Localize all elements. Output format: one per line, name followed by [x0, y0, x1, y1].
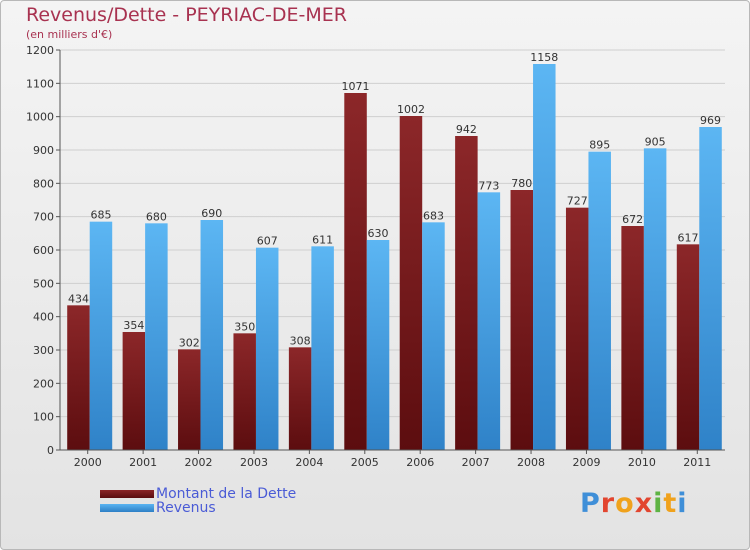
logo-letter: o: [615, 488, 635, 519]
data-label-revenue: 611: [312, 233, 333, 246]
x-tick-label: 2009: [572, 456, 600, 469]
legend-swatch-debt: [100, 490, 154, 498]
data-label-debt: 727: [567, 195, 588, 208]
bar-debt: [67, 305, 90, 450]
legend-item-revenue: Revenus: [100, 500, 216, 516]
data-label-revenue: 680: [146, 210, 167, 223]
chart-title: Revenus/Dette - PEYRIAC-DE-MER: [26, 4, 347, 26]
bar-debt: [455, 136, 478, 450]
logo-letter: i: [653, 488, 664, 519]
data-label-revenue: 969: [700, 114, 721, 127]
data-label-revenue: 685: [90, 209, 111, 222]
bar-revenue: [255, 247, 279, 450]
y-tick-label: 1200: [26, 44, 54, 57]
data-label-debt: 1071: [342, 80, 370, 93]
proxiti-logo: Proxiti: [580, 488, 688, 519]
bar-debt: [288, 347, 312, 450]
y-tick-label: 200: [33, 377, 54, 390]
legend-swatch-revenue: [100, 504, 154, 512]
data-label-revenue: 683: [423, 209, 444, 222]
x-tick-label: 2005: [351, 456, 379, 469]
data-label-revenue: 1158: [530, 51, 558, 64]
x-tick-label: 2007: [462, 456, 490, 469]
bar-revenue: [89, 221, 113, 450]
bar-debt: [233, 333, 256, 450]
logo-letter: P: [580, 488, 601, 519]
data-label-debt: 780: [511, 177, 532, 190]
x-tick-label: 2003: [240, 456, 268, 469]
data-label-debt: 350: [234, 320, 255, 333]
bar-revenue: [699, 127, 722, 450]
y-tick-label: 0: [47, 444, 54, 457]
x-tick-label: 2011: [683, 456, 711, 469]
x-tick-label: 2010: [628, 456, 656, 469]
data-label-debt: 1002: [397, 103, 425, 116]
legend-item-debt: Montant de la Dette: [100, 486, 296, 502]
logo-letter: r: [600, 488, 616, 519]
x-tick-label: 2004: [295, 456, 323, 469]
bar-debt: [676, 244, 700, 450]
data-label-revenue: 773: [478, 179, 499, 192]
y-tick-label: 600: [33, 244, 54, 257]
chart-subtitle: (en milliers d'€): [26, 28, 113, 41]
y-tick-label: 300: [33, 344, 54, 357]
legend-label-revenue: Revenus: [156, 500, 216, 516]
data-label-revenue: 905: [645, 135, 666, 148]
data-label-debt: 672: [622, 213, 643, 226]
bar-revenue: [366, 240, 390, 450]
bar-debt: [621, 226, 644, 450]
bar-revenue: [422, 222, 445, 450]
logo-letter: x: [634, 488, 654, 519]
y-tick-label: 500: [33, 277, 54, 290]
data-label-debt: 434: [68, 292, 89, 305]
x-tick-label: 2008: [517, 456, 545, 469]
data-label-debt: 942: [456, 123, 477, 136]
bar-debt: [510, 190, 534, 450]
bar-debt: [344, 93, 367, 450]
bar-debt: [399, 116, 423, 450]
bar-debt: [565, 207, 589, 450]
x-tick-label: 2006: [406, 456, 434, 469]
bar-revenue: [311, 246, 334, 450]
y-tick-label: 900: [33, 144, 54, 157]
bar-revenue: [533, 64, 556, 450]
x-tick-label: 2001: [129, 456, 157, 469]
bar-revenue: [477, 192, 501, 451]
y-tick-label: 400: [33, 311, 54, 324]
y-tick-label: 100: [33, 411, 54, 424]
x-tick-label: 2000: [74, 456, 102, 469]
bar-revenue: [200, 220, 224, 450]
logo-letter: i: [677, 488, 688, 519]
x-tick-label: 2002: [185, 456, 213, 469]
y-tick-label: 1100: [26, 77, 54, 90]
data-label-debt: 302: [179, 336, 200, 349]
data-label-debt: 354: [123, 319, 144, 332]
y-tick-label: 1000: [26, 111, 54, 124]
data-label-revenue: 630: [368, 227, 389, 240]
y-tick-label: 800: [33, 177, 54, 190]
logo-letter: t: [663, 488, 678, 519]
bar-debt: [122, 332, 146, 450]
data-label-revenue: 895: [589, 139, 610, 152]
bar-revenue: [588, 151, 611, 450]
data-label-revenue: 607: [257, 235, 278, 248]
bar-revenue: [145, 223, 168, 450]
data-label-debt: 308: [290, 334, 311, 347]
data-label-debt: 617: [678, 231, 699, 244]
legend-label-debt: Montant de la Dette: [156, 486, 297, 502]
data-label-revenue: 690: [201, 207, 222, 220]
bar-debt: [178, 349, 201, 450]
bar-revenue: [643, 148, 667, 451]
y-tick-label: 700: [33, 211, 54, 224]
